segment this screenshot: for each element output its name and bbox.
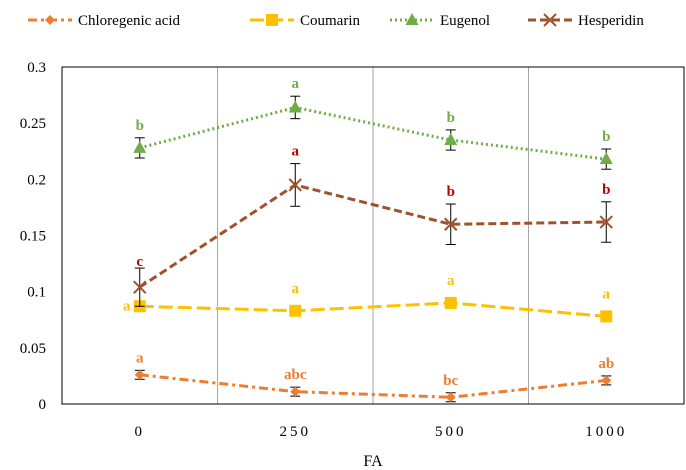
grid [217,67,529,404]
legend: Chloregenic acid Coumarin Eugenol Hesperidi… [28,13,644,29]
data-label: ab [598,356,614,372]
legend-item-coumarin: Coumarin [250,13,360,29]
x-axis: 0 250 500 1000 [135,424,627,440]
legend-item-eugenol: Eugenol [390,13,490,29]
data-label: c [136,254,143,270]
data-label: a [123,298,131,314]
data-label: a [603,286,611,302]
series-hesperidin [133,163,613,307]
data-label: a [447,273,455,289]
y-tick-label: 0.25 [20,116,46,132]
data-point [288,178,302,192]
x-tick-label: 500 [435,424,467,440]
x-tick-label: 0 [135,424,146,440]
data-point [599,152,613,165]
y-tick-label: 0.15 [20,229,46,245]
y-tick-label: 0.1 [27,285,46,301]
data-point [600,310,613,323]
legend-marker [543,13,557,27]
y-axis: 0 0.05 0.1 0.15 0.2 0.25 0.3 [20,60,46,413]
data-label: a [136,350,144,366]
data-point [444,217,458,231]
data-point [133,280,147,294]
x-tick-label: 1000 [585,424,627,440]
legend-label: Hesperidin [578,13,644,29]
data-point [599,215,613,229]
plot-border [61,66,685,405]
legend-label: Eugenol [440,13,490,29]
data-label: b [136,118,144,134]
legend-item-chloregenic-acid: Chloregenic acid [28,13,181,29]
x-tick-label: 250 [280,424,312,440]
legend-label: Coumarin [300,13,360,29]
data-label: b [602,182,610,198]
legend-marker [45,15,55,25]
data-point [601,375,612,386]
series-line-coumarin [139,301,607,318]
series-eugenol [133,95,613,170]
data-point [445,392,456,403]
y-tick-label: 0.05 [20,341,46,357]
data-point [289,304,302,317]
plot-area [61,66,685,405]
data-label: b [447,110,455,126]
data-point [290,386,301,397]
data-label: bc [443,373,458,389]
x-axis-title: FA [363,453,383,470]
legend-item-hesperidin: Hesperidin [528,13,644,29]
data-point [444,296,457,309]
data-label: b [602,129,610,145]
y-tick-label: 0.3 [27,60,46,76]
series-line-eugenol [139,105,607,161]
data-point [444,133,458,146]
legend-label: Chloregenic acid [78,13,181,29]
data-label: a [292,144,300,160]
data-label: a [292,76,300,92]
data-label: b [447,184,455,200]
y-tick-label: 0.2 [27,172,46,188]
legend-marker [405,13,419,25]
legend-marker [266,14,278,26]
series-line-chloregenic-acid [139,373,607,399]
data-label: a [292,281,300,297]
series-chloregenic-acid [134,369,612,403]
data-point [288,100,302,113]
data-point [134,369,145,380]
y-tick-label: 0 [39,397,47,413]
data-point [133,140,147,153]
data-label: abc [284,367,307,383]
series-line-hesperidin [138,183,607,289]
